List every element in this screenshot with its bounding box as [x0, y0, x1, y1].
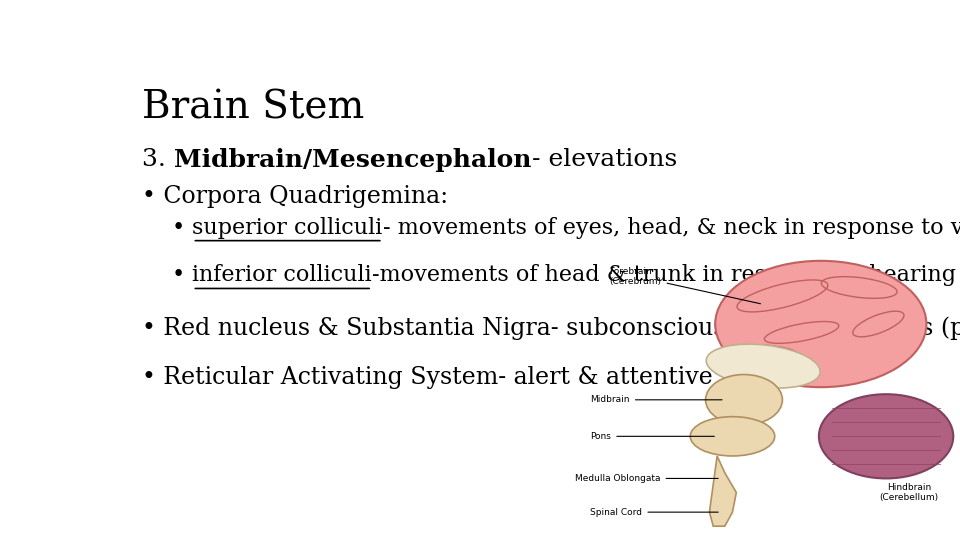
Text: - elevations: - elevations — [532, 148, 677, 171]
Text: Pons: Pons — [590, 432, 714, 441]
Text: Spinal Cord: Spinal Cord — [590, 508, 718, 517]
Ellipse shape — [706, 375, 782, 425]
Text: superior colliculi: superior colliculi — [192, 217, 383, 239]
Text: -movements of head & trunk in response to hearing: -movements of head & trunk in response t… — [372, 265, 956, 286]
Polygon shape — [709, 456, 736, 526]
Text: • Corpora Quadrigemina:: • Corpora Quadrigemina: — [142, 185, 448, 208]
Text: •: • — [172, 265, 192, 286]
Text: Medulla Oblongata: Medulla Oblongata — [575, 474, 718, 483]
Text: Midbrain: Midbrain — [590, 395, 722, 404]
Text: - movements of eyes, head, & neck in response to vision: - movements of eyes, head, & neck in res… — [383, 217, 960, 239]
Text: • Reticular Activating System- alert & attentive: • Reticular Activating System- alert & a… — [142, 366, 713, 389]
Ellipse shape — [690, 417, 775, 456]
Text: Midbrain/Mesencephalon: Midbrain/Mesencephalon — [174, 148, 532, 172]
Ellipse shape — [707, 344, 820, 388]
Text: Hindbrain
(Cerebellum): Hindbrain (Cerebellum) — [879, 483, 939, 502]
Text: Forebrain
(Cerebrum): Forebrain (Cerebrum) — [610, 267, 760, 303]
Text: 3.: 3. — [142, 148, 174, 171]
Text: inferior colliculi: inferior colliculi — [192, 265, 372, 286]
Text: • Red nucleus & Substantia Nigra- subconscious muscle activities (posture),: • Red nucleus & Substantia Nigra- subcon… — [142, 316, 960, 340]
Text: Brain Stem: Brain Stem — [142, 90, 365, 127]
Text: •: • — [172, 217, 192, 239]
Ellipse shape — [715, 261, 926, 387]
Ellipse shape — [819, 394, 953, 478]
